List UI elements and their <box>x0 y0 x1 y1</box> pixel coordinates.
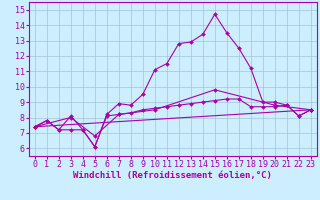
X-axis label: Windchill (Refroidissement éolien,°C): Windchill (Refroidissement éolien,°C) <box>73 171 272 180</box>
